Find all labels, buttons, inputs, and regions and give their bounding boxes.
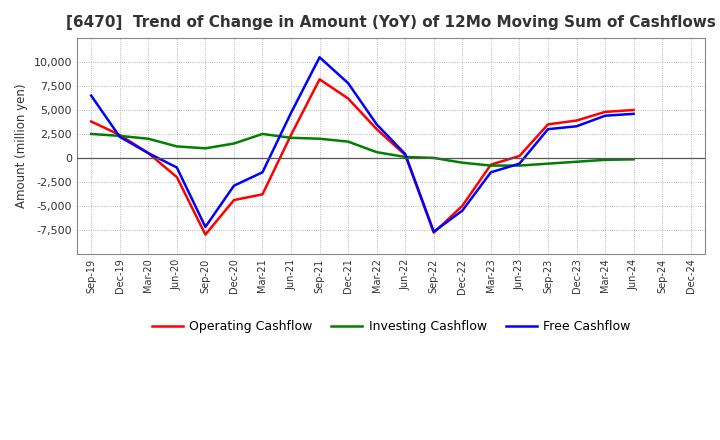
Investing Cashflow (629, 157, 638, 162)
Investing Cashflow (201, 146, 210, 151)
Operating Cashflow (429, 230, 438, 235)
Line: Operating Cashflow: Operating Cashflow (91, 79, 634, 235)
Investing Cashflow (173, 144, 181, 149)
Investing Cashflow (515, 163, 523, 168)
Operating Cashflow (115, 132, 124, 138)
Operating Cashflow (572, 118, 581, 123)
Free Cashflow (287, 110, 295, 116)
Investing Cashflow (600, 157, 609, 162)
Title: [6470]  Trend of Change in Amount (YoY) of 12Mo Moving Sum of Cashflows: [6470] Trend of Change in Amount (YoY) o… (66, 15, 716, 30)
Legend: Operating Cashflow, Investing Cashflow, Free Cashflow: Operating Cashflow, Investing Cashflow, … (147, 315, 635, 338)
Investing Cashflow (429, 155, 438, 161)
Investing Cashflow (315, 136, 324, 141)
Free Cashflow (230, 183, 238, 188)
Operating Cashflow (87, 119, 96, 124)
Free Cashflow (572, 124, 581, 129)
Free Cashflow (544, 127, 552, 132)
Free Cashflow (315, 55, 324, 60)
Investing Cashflow (115, 133, 124, 139)
Investing Cashflow (258, 131, 267, 136)
Operating Cashflow (544, 122, 552, 127)
Free Cashflow (629, 111, 638, 117)
Operating Cashflow (230, 198, 238, 203)
Free Cashflow (515, 161, 523, 166)
Line: Investing Cashflow: Investing Cashflow (91, 134, 634, 165)
Operating Cashflow (629, 107, 638, 113)
Y-axis label: Amount (million yen): Amount (million yen) (15, 84, 28, 208)
Operating Cashflow (144, 150, 153, 156)
Investing Cashflow (401, 154, 410, 160)
Free Cashflow (372, 122, 381, 127)
Investing Cashflow (544, 161, 552, 166)
Investing Cashflow (144, 136, 153, 141)
Operating Cashflow (401, 152, 410, 158)
Operating Cashflow (372, 127, 381, 132)
Operating Cashflow (201, 232, 210, 237)
Free Cashflow (258, 170, 267, 175)
Investing Cashflow (87, 131, 96, 136)
Operating Cashflow (515, 154, 523, 159)
Investing Cashflow (287, 135, 295, 140)
Free Cashflow (401, 151, 410, 157)
Investing Cashflow (487, 163, 495, 168)
Investing Cashflow (230, 141, 238, 146)
Free Cashflow (458, 208, 467, 213)
Free Cashflow (173, 165, 181, 170)
Free Cashflow (600, 113, 609, 118)
Free Cashflow (429, 229, 438, 235)
Free Cashflow (201, 224, 210, 230)
Investing Cashflow (372, 150, 381, 155)
Free Cashflow (144, 150, 153, 156)
Investing Cashflow (458, 160, 467, 165)
Operating Cashflow (600, 109, 609, 114)
Operating Cashflow (258, 192, 267, 197)
Operating Cashflow (287, 132, 295, 138)
Operating Cashflow (487, 162, 495, 167)
Free Cashflow (487, 170, 495, 175)
Free Cashflow (115, 134, 124, 139)
Operating Cashflow (315, 77, 324, 82)
Operating Cashflow (458, 203, 467, 209)
Investing Cashflow (344, 139, 353, 144)
Operating Cashflow (173, 174, 181, 180)
Investing Cashflow (572, 159, 581, 165)
Free Cashflow (344, 81, 353, 86)
Operating Cashflow (344, 96, 353, 101)
Line: Free Cashflow: Free Cashflow (91, 57, 634, 232)
Free Cashflow (87, 93, 96, 98)
